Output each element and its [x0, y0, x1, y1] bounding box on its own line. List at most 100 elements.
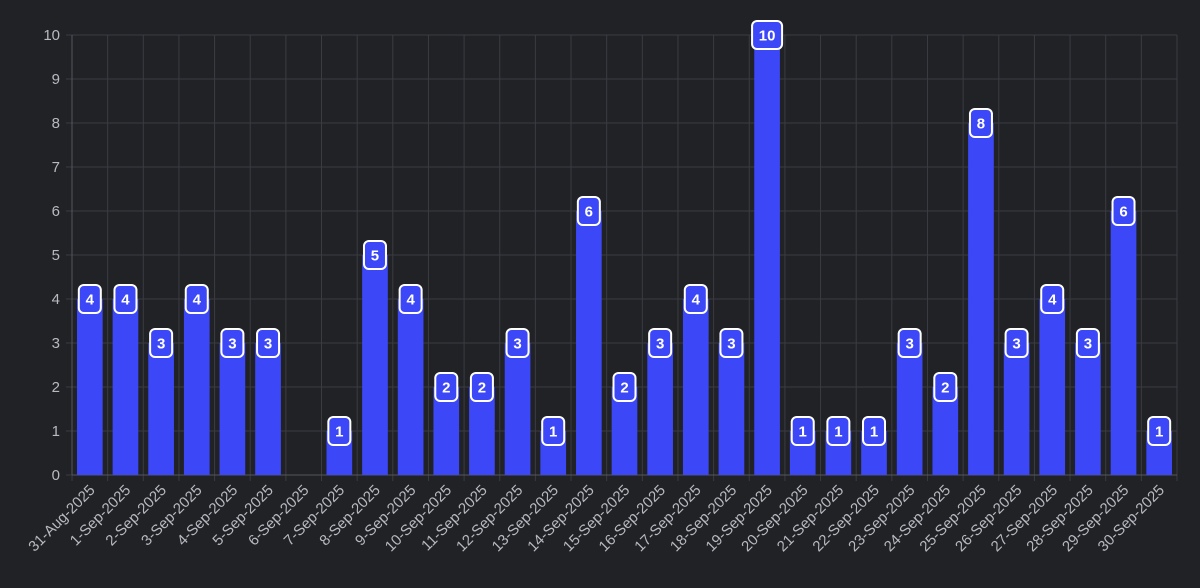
y-tick-label: 10 [43, 27, 60, 44]
bar[interactable] [718, 343, 745, 475]
data-label-badge [862, 416, 887, 446]
data-label: 4 [77, 284, 102, 314]
data-label-badge [826, 416, 851, 446]
data-label: 2 [469, 372, 494, 402]
data-label-value: 3 [1084, 336, 1092, 353]
bar[interactable] [1110, 211, 1137, 475]
data-label: 1 [826, 416, 851, 446]
data-label-value: 1 [834, 424, 842, 441]
bar[interactable] [504, 343, 531, 475]
data-label-badge [933, 372, 958, 402]
bar[interactable] [754, 35, 780, 475]
data-label: 1 [1147, 416, 1172, 446]
data-label: 1 [541, 416, 566, 446]
y-tick-label: 1 [52, 423, 60, 440]
bar[interactable] [76, 299, 103, 475]
data-label-value: 2 [620, 380, 628, 397]
data-label-badge [505, 328, 530, 358]
data-label-value: 1 [335, 424, 343, 441]
data-label-value: 4 [86, 292, 95, 309]
data-label-value: 2 [941, 380, 949, 397]
bar[interactable] [896, 343, 923, 475]
data-label-value: 6 [585, 204, 593, 221]
data-label-value: 3 [264, 336, 272, 353]
data-label: 3 [149, 328, 174, 358]
bar[interactable] [255, 343, 281, 475]
data-label-value: 10 [759, 28, 776, 45]
data-label: 3 [256, 328, 281, 358]
data-label: 4 [113, 284, 138, 314]
data-label-value: 3 [727, 336, 735, 353]
bar[interactable] [682, 299, 709, 475]
data-label-badge [220, 328, 245, 358]
data-labels: 4 4 3 4 3 3 1 5 4 2 2 3 1 6 2 3 4 3 10 1 1 1 3 2 8 3 4 3 6 1 [77, 20, 1172, 446]
data-label-value: 4 [1048, 292, 1057, 309]
bar[interactable] [647, 343, 673, 475]
y-tick-label: 8 [52, 115, 60, 132]
data-label: 4 [683, 284, 708, 314]
data-label: 1 [327, 416, 352, 446]
data-label-badge [1040, 284, 1065, 314]
bar[interactable] [362, 255, 388, 475]
bar[interactable] [576, 211, 602, 475]
bar[interactable] [1039, 299, 1066, 475]
data-label-value: 3 [656, 336, 664, 353]
data-label-badge [184, 284, 209, 314]
data-label-value: 2 [478, 380, 486, 397]
bars [76, 35, 1173, 475]
y-tick-label: 6 [52, 203, 60, 220]
data-label-badge [541, 416, 566, 446]
data-label-badge [1111, 196, 1136, 226]
data-label: 3 [1004, 328, 1029, 358]
data-label-badge [113, 284, 138, 314]
y-tick-label: 4 [52, 291, 60, 308]
data-label: 1 [790, 416, 815, 446]
data-label: 2 [933, 372, 958, 402]
data-label: 3 [1075, 328, 1100, 358]
data-label-badge [751, 20, 784, 50]
bar[interactable] [968, 123, 994, 475]
data-label: 2 [612, 372, 637, 402]
data-label-badge [1147, 416, 1172, 446]
data-label-badge [968, 108, 993, 138]
data-label: 3 [648, 328, 673, 358]
y-tick-label: 7 [52, 159, 60, 176]
bar[interactable] [1075, 343, 1101, 475]
bar[interactable] [1003, 343, 1030, 475]
data-label-badge [790, 416, 815, 446]
data-label-badge [398, 284, 423, 314]
data-label-value: 1 [1155, 424, 1163, 441]
y-tick-label: 5 [52, 247, 60, 264]
data-label-badge [434, 372, 459, 402]
data-label-value: 3 [905, 336, 913, 353]
data-label: 8 [968, 108, 993, 138]
y-tick-label: 3 [52, 335, 60, 352]
data-label: 1 [862, 416, 887, 446]
data-label-value: 6 [1119, 204, 1127, 221]
data-label-value: 4 [406, 292, 415, 309]
data-label: 2 [434, 372, 459, 402]
data-label: 3 [719, 328, 744, 358]
data-label-value: 2 [442, 380, 450, 397]
bar[interactable] [397, 299, 424, 475]
data-label-badge [648, 328, 673, 358]
y-tick-labels: 0 1 2 3 4 5 6 7 8 9 10 [43, 27, 60, 484]
data-label: 10 [751, 20, 784, 50]
data-label-badge [149, 328, 174, 358]
bar[interactable] [183, 299, 210, 475]
x-tick-labels: 31-Aug-20251-Sep-20252-Sep-20253-Sep-202… [25, 482, 1168, 555]
data-label: 6 [576, 196, 601, 226]
bar[interactable] [112, 299, 139, 475]
data-label: 6 [1111, 196, 1136, 226]
data-label-badge [719, 328, 744, 358]
data-label-value: 4 [121, 292, 130, 309]
data-label: 4 [398, 284, 423, 314]
data-label: 4 [1040, 284, 1065, 314]
bar[interactable] [148, 343, 174, 475]
data-label-value: 4 [193, 292, 202, 309]
data-label-badge [576, 196, 601, 226]
data-label-badge [612, 372, 637, 402]
data-label: 4 [184, 284, 209, 314]
data-label: 3 [220, 328, 245, 358]
bar[interactable] [219, 343, 246, 475]
